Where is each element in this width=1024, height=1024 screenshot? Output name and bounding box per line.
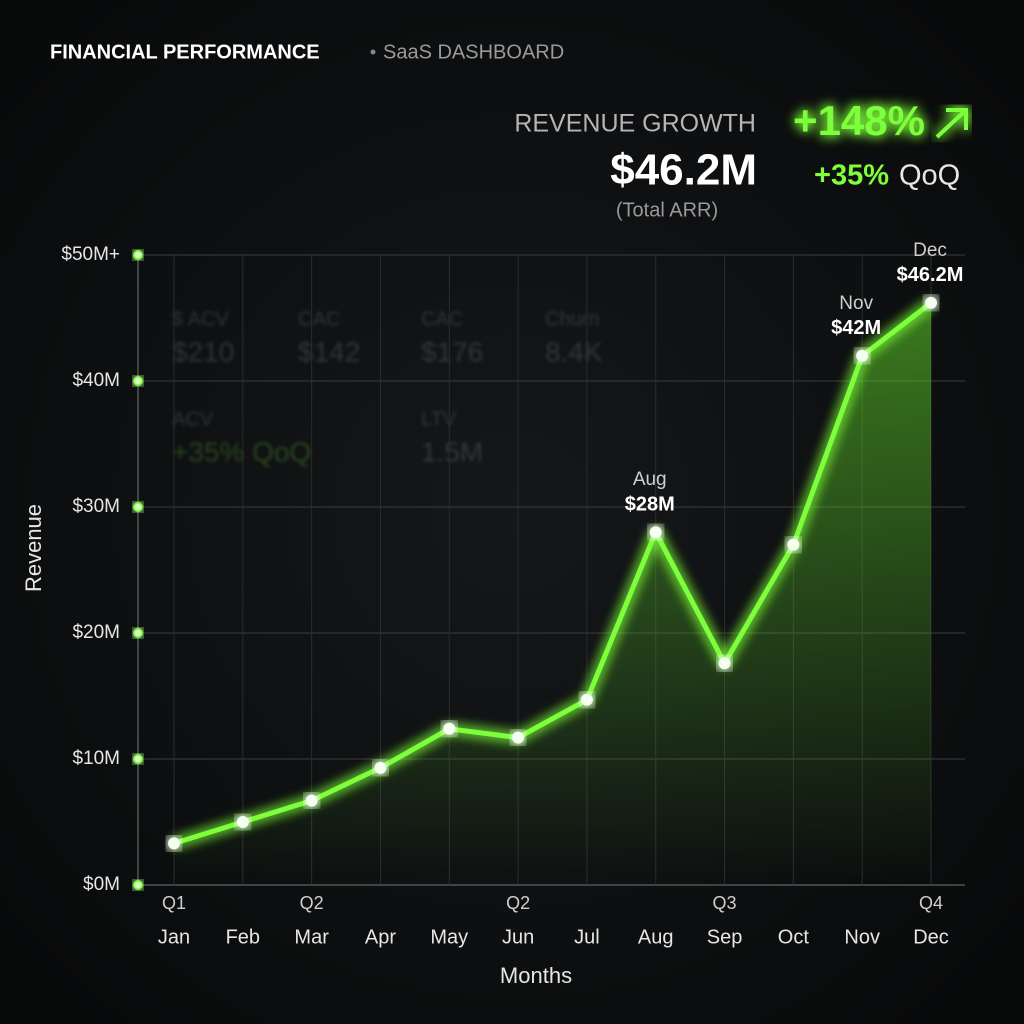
- y-tick-dot: [133, 250, 143, 260]
- value-label: $28M: [625, 493, 675, 515]
- y-tick-dot: [133, 502, 143, 512]
- line: [173, 300, 933, 846]
- point: [649, 526, 662, 539]
- point: [305, 794, 318, 807]
- point: [718, 657, 731, 670]
- x-tick-label: Feb: [226, 926, 260, 948]
- area: [174, 302, 931, 885]
- x-tick-label: Oct: [778, 926, 810, 948]
- quarter-label: Q4: [919, 893, 943, 913]
- up-arrow: [935, 108, 968, 139]
- y-tick-label: $40M: [72, 370, 120, 391]
- x-tick-label: Sep: [707, 926, 743, 948]
- x-tick-label: Apr: [365, 926, 396, 948]
- y-tick-label: $30M: [72, 496, 120, 517]
- point: [925, 296, 937, 309]
- x-tick-label: Dec: [913, 926, 949, 948]
- subtitle: SaaS DASHBOARD: [383, 41, 564, 63]
- card-label: CAC: [298, 308, 340, 330]
- quarter-label: Q1: [162, 893, 186, 913]
- card-label: LTV: [421, 408, 457, 430]
- point: [443, 722, 456, 735]
- label-month: Dec: [913, 240, 947, 261]
- background-cards: $ ACV $210 CAC $142 CAC $176 Churn 8.4K ACV +35% …: [172, 308, 603, 467]
- y-tick-dot: [133, 628, 143, 638]
- quarter-label: Q2: [506, 893, 530, 913]
- card-value: $210: [172, 336, 234, 367]
- point: [580, 693, 593, 706]
- y-tick-dot: [133, 376, 143, 386]
- x-axis-label: Months: [500, 963, 572, 988]
- kpi-growth: +148%: [793, 97, 925, 144]
- point: [512, 731, 525, 744]
- y-tick-dot: [133, 880, 143, 890]
- qoq-value: +35%: [814, 160, 889, 192]
- label-month: Aug: [633, 469, 667, 490]
- x-tick-label: Jul: [574, 926, 600, 948]
- y-tick-label: $0M: [83, 874, 120, 895]
- quarter-label: Q3: [713, 893, 737, 913]
- kpi-value: $46.2M: [610, 146, 757, 195]
- y-tick-label: $20M: [72, 622, 120, 643]
- title: FINANCIAL PERFORMANCE: [50, 41, 320, 63]
- separator-dot: [370, 49, 376, 55]
- point: [787, 538, 800, 551]
- card-value: +35% QoQ: [172, 436, 311, 467]
- x-tick-label: Aug: [638, 926, 674, 948]
- qoq-label: QoQ: [899, 160, 960, 192]
- y-axis-label: Revenue: [21, 504, 46, 592]
- card-label: Churn: [545, 308, 599, 330]
- card-value: $176: [421, 336, 483, 367]
- card-value: 1.5M: [421, 436, 483, 467]
- value-label: $46.2M: [897, 264, 964, 286]
- card-value: 8.4K: [545, 336, 603, 367]
- label-month: Nov: [839, 293, 873, 314]
- point: [168, 837, 180, 850]
- card-label: CAC: [421, 308, 463, 330]
- point: [236, 816, 249, 828]
- card-value: $142: [298, 336, 360, 367]
- y-tick-label: $50M+: [61, 244, 120, 265]
- quarter-label: Q2: [300, 893, 324, 913]
- x-tick-label: Jun: [502, 926, 534, 948]
- kpi-note: (Total ARR): [616, 199, 718, 221]
- x-tick-label: May: [430, 926, 468, 948]
- y-tick-label: $10M: [72, 748, 120, 769]
- y-tick-dot: [133, 754, 143, 764]
- value-label: $42M: [831, 317, 881, 339]
- point: [374, 761, 387, 774]
- kpi-label: REVENUE GROWTH: [514, 110, 756, 138]
- x-tick-label: Nov: [844, 926, 880, 948]
- card-label: ACV: [172, 408, 214, 430]
- x-tick-label: Jan: [158, 926, 190, 948]
- point: [856, 349, 869, 362]
- x-tick-label: Mar: [294, 926, 329, 948]
- card-label: $ ACV: [172, 308, 229, 330]
